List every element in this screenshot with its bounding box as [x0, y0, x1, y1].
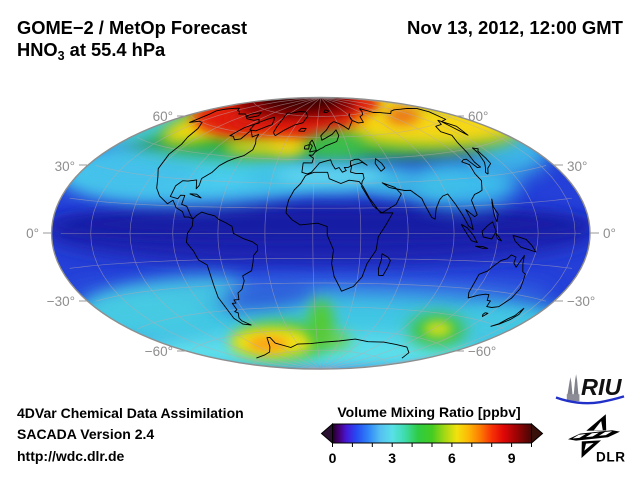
- svg-text:60°: 60°: [468, 109, 488, 124]
- svg-text:4DVar Chemical Data Assimilati: 4DVar Chemical Data Assimilation: [17, 405, 244, 421]
- svg-text:30°: 30°: [55, 159, 75, 174]
- svg-text:DLR: DLR: [596, 450, 626, 465]
- svg-text:−60°: −60°: [468, 344, 496, 359]
- svg-text:HNO3 at 55.4 hPa: HNO3 at 55.4 hPa: [17, 39, 166, 63]
- svg-text:GOME−2 / MetOp Forecast: GOME−2 / MetOp Forecast: [17, 17, 247, 38]
- svg-text:60°: 60°: [153, 109, 173, 124]
- svg-text:Volume Mixing Ratio [ppbv]: Volume Mixing Ratio [ppbv]: [337, 404, 520, 420]
- svg-text:−30°: −30°: [47, 294, 75, 309]
- svg-text:30°: 30°: [567, 159, 587, 174]
- svg-text:RIU: RIU: [581, 374, 623, 400]
- svg-text:6: 6: [448, 450, 456, 466]
- svg-text:9: 9: [508, 450, 516, 466]
- svg-text:−30°: −30°: [567, 294, 595, 309]
- svg-text:3: 3: [388, 450, 396, 466]
- svg-text:−60°: −60°: [145, 344, 173, 359]
- svg-text:0: 0: [329, 450, 337, 466]
- svg-text:0°: 0°: [603, 226, 616, 241]
- svg-text:0°: 0°: [26, 226, 39, 241]
- svg-text:SACADA Version 2.4: SACADA Version 2.4: [17, 426, 154, 442]
- svg-text:Nov 13, 2012, 12:00 GMT: Nov 13, 2012, 12:00 GMT: [407, 17, 624, 38]
- svg-text:http://wdc.dlr.de: http://wdc.dlr.de: [17, 448, 125, 464]
